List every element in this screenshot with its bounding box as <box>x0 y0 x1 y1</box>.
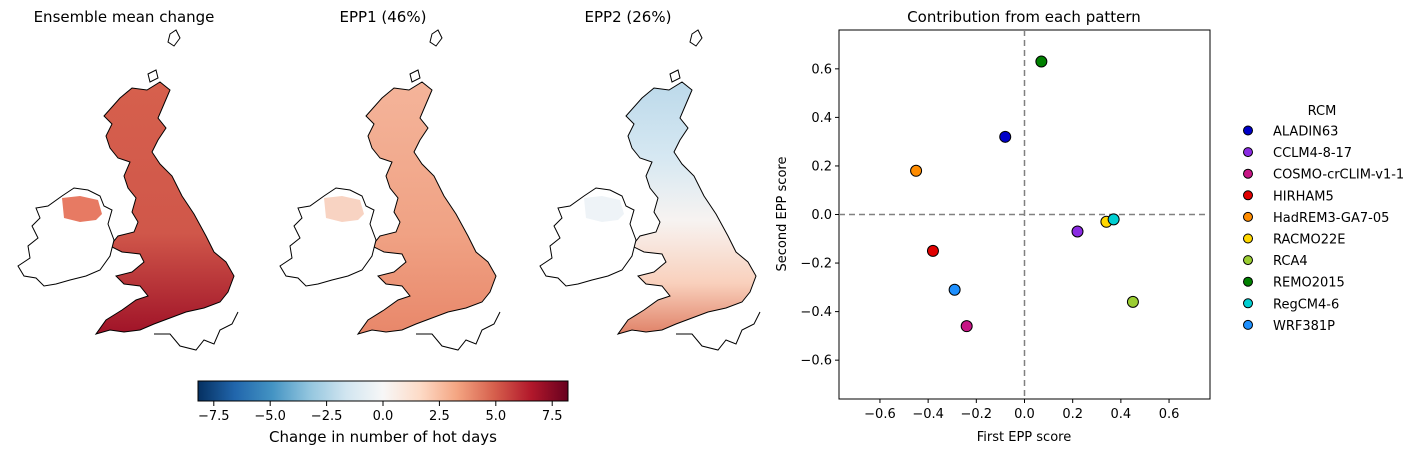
colorbar-tick-label: 5.0 <box>485 409 506 424</box>
legend-marker <box>1243 168 1253 179</box>
y-tick-label: −0.4 <box>800 305 832 320</box>
scatter-point-cosmo-crclim-v1-1 <box>960 320 973 333</box>
x-tick-label: 0.2 <box>1062 407 1083 422</box>
legend-items: ALADIN63 CCLM4-8-17 COSMO-crCLIM-v1-1 HIRHA… <box>1243 125 1404 334</box>
x-tick-label: −0.4 <box>912 407 944 422</box>
y-axis-label: Second EPP score <box>775 157 790 272</box>
scatter-point-hadrem3-ga7-05 <box>910 164 923 177</box>
x-tick-label: 0.0 <box>1014 407 1035 422</box>
legend-label: HIRHAM5 <box>1273 189 1334 204</box>
uk-map-epp2 <box>539 29 761 351</box>
map-panel-epp1: EPP1 (46%) <box>279 8 501 351</box>
colorbar-gradient <box>197 380 569 402</box>
x-tick-label: 0.6 <box>1159 407 1180 422</box>
y-tick-label: −0.2 <box>800 257 832 272</box>
y-tick-label: 0.4 <box>811 111 832 126</box>
map-panel-epp2: EPP2 (26%) <box>539 8 761 351</box>
northern-ireland-shape <box>324 196 364 222</box>
y-tick-label: 0.6 <box>811 62 832 77</box>
uk-map-epp1 <box>279 29 501 351</box>
scatter-point-regcm4-6 <box>1107 213 1120 226</box>
legend-label: RACMO22E <box>1273 233 1345 248</box>
map-title-epp1: EPP1 (46%) <box>340 8 427 26</box>
legend-marker <box>1243 147 1253 158</box>
northern-ireland-shape <box>62 196 102 222</box>
scatter-point-hirham5 <box>926 244 939 257</box>
legend-marker <box>1243 125 1253 136</box>
scatter-point-aladin63 <box>999 130 1012 143</box>
legend-title: RCM <box>1308 104 1337 119</box>
scatter-panel: Contribution from each pattern −0.6 −0.4−… <box>775 8 1211 445</box>
legend-marker <box>1243 319 1253 330</box>
y-tick-label: 0.0 <box>811 208 832 223</box>
reference-lines <box>839 30 1210 399</box>
scatter-point-rca4 <box>1126 295 1139 308</box>
island-shape <box>409 29 501 351</box>
island-shape <box>669 29 761 351</box>
legend-marker <box>1243 276 1253 287</box>
island-shape <box>147 29 239 351</box>
x-tick-label: −0.2 <box>961 407 993 422</box>
legend-marker <box>1243 298 1253 309</box>
y-ticks: −0.6 −0.4 −0.2 0.0 0.2 0.4 0.6 <box>800 62 839 369</box>
colorbar-tick-label: −7.5 <box>198 409 230 424</box>
map-title-ensemble-mean: Ensemble mean change <box>34 8 215 26</box>
scatter-points <box>910 55 1139 333</box>
colorbar-label: Change in number of hot days <box>269 428 497 446</box>
x-tick-label: 0.4 <box>1111 407 1132 422</box>
legend-label: WRF381P <box>1273 319 1335 334</box>
scatter-point-wrf381p <box>948 283 961 296</box>
map-panel-ensemble-mean: Ensemble mean change <box>17 8 239 351</box>
y-tick-label: 0.2 <box>811 159 832 174</box>
scatter-point-cclm4-8-17 <box>1071 225 1084 238</box>
colorbar-tick-label: 2.5 <box>429 409 450 424</box>
scatter-title: Contribution from each pattern <box>907 8 1141 26</box>
x-tick-label: −0.6 <box>864 407 896 422</box>
uk-map-ensemble-mean <box>17 29 239 351</box>
colorbar-tick-label: −2.5 <box>311 409 343 424</box>
great-britain-shape <box>616 81 757 335</box>
colorbar-ticks: −7.5 −5.0 −2.5 0.0 2.5 5.0 7.5 <box>198 401 563 424</box>
legend-label: HadREM3-GA7-05 <box>1273 211 1389 226</box>
legend-label: COSMO-crCLIM-v1-1 <box>1273 168 1404 183</box>
legend-marker <box>1243 190 1253 201</box>
legend: RCM ALADIN63 CCLM4-8-17 COSMO-crCLIM-v1-1 H… <box>1243 104 1404 334</box>
legend-label: CCLM4-8-17 <box>1273 146 1352 161</box>
legend-marker <box>1243 233 1253 244</box>
legend-marker <box>1243 255 1253 266</box>
colorbar-tick-label: 7.5 <box>542 409 563 424</box>
map-title-epp2: EPP2 (26%) <box>585 8 672 26</box>
legend-marker <box>1243 211 1253 222</box>
legend-label: RCA4 <box>1273 254 1308 269</box>
great-britain-shape <box>94 81 235 335</box>
y-tick-label: −0.6 <box>800 354 832 369</box>
northern-ireland-shape <box>584 196 624 222</box>
colorbar-tick-label: −5.0 <box>254 409 286 424</box>
colorbar: −7.5 −5.0 −2.5 0.0 2.5 5.0 7.5 Change in numbe… <box>197 380 569 446</box>
colorbar-tick-label: 0.0 <box>373 409 394 424</box>
legend-label: RegCM4-6 <box>1273 297 1339 312</box>
scatter-point-remo2015 <box>1035 55 1048 68</box>
x-axis-label: First EPP score <box>977 430 1071 445</box>
legend-label: REMO2015 <box>1273 276 1345 291</box>
legend-label: ALADIN63 <box>1273 125 1338 140</box>
great-britain-shape <box>356 81 497 335</box>
x-ticks: −0.6 −0.4 −0.2 0.0 0.2 0.4 0.6 <box>864 399 1179 422</box>
